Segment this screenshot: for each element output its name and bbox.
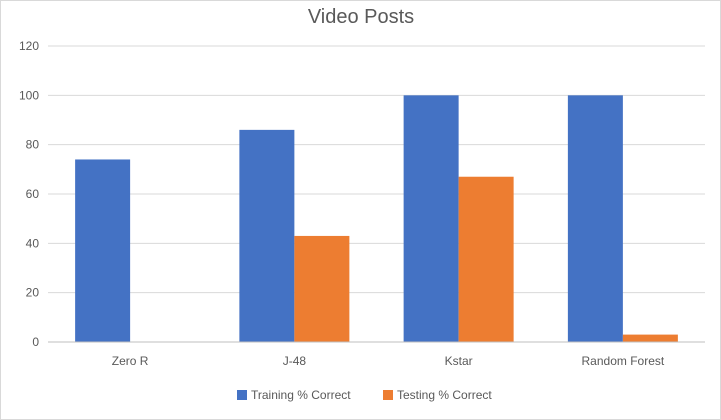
y-tick-label: 60 — [26, 187, 40, 201]
category-label: Random Forest — [582, 354, 665, 368]
category-labels: Zero R J-48 Kstar Random Forest — [112, 354, 665, 368]
y-tick-label: 40 — [26, 236, 40, 250]
legend-swatch-0 — [237, 390, 247, 400]
legend: Training % Correct Testing % Correct — [237, 388, 492, 402]
y-tick-label: 80 — [26, 138, 40, 152]
legend-label-0: Training % Correct — [251, 388, 351, 402]
y-tick-label: 100 — [19, 88, 39, 102]
chart-title: Video Posts — [308, 6, 414, 28]
y-tick-label: 120 — [19, 39, 39, 53]
y-axis-ticks: 0 20 40 60 80 100 120 — [19, 39, 39, 349]
y-tick-label: 20 — [26, 286, 40, 300]
bar-training-0 — [75, 159, 131, 342]
bars — [75, 95, 678, 342]
bar-training-3 — [567, 95, 623, 342]
bar-training-2 — [403, 95, 459, 342]
legend-label-1: Testing % Correct — [397, 388, 492, 402]
bar-training-1 — [239, 129, 295, 342]
y-tick-label: 0 — [32, 335, 39, 349]
category-label: Kstar — [445, 354, 473, 368]
category-label: J-48 — [283, 354, 307, 368]
bar-testing-2 — [458, 176, 514, 342]
bar-testing-1 — [294, 235, 350, 342]
category-label: Zero R — [112, 354, 149, 368]
legend-swatch-1 — [383, 390, 393, 400]
bar-testing-3 — [622, 334, 678, 342]
